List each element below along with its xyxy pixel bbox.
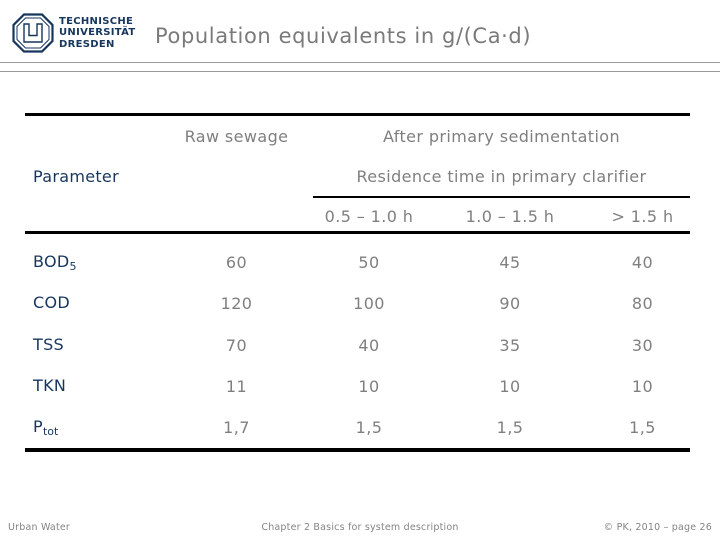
value-range-1: 40 — [358, 335, 380, 355]
table-row-tkn: TKN 11 10 10 10 — [25, 366, 690, 407]
value-range-1: 10 — [358, 376, 380, 396]
spacer-cell — [160, 226, 313, 231]
table-subgroup-header-row: Parameter Residence time in primary clar… — [25, 156, 690, 196]
table-range-header-row: 0.5 – 1.0 h 1.0 – 1.5 h > 1.5 h — [25, 198, 690, 231]
column-header-range-1: 0.5 – 1.0 h — [324, 207, 414, 226]
column-header-raw-sewage: Raw sewage — [184, 126, 289, 146]
column-header-range-2: 1.0 – 1.5 h — [465, 207, 555, 226]
value-raw: 120 — [220, 294, 253, 314]
value-range-3: 40 — [631, 253, 654, 273]
population-equivalents-table: Raw sewage After primary sedimentation P… — [25, 113, 690, 452]
slide-footer: Urban Water Chapter 2 Basics for system … — [0, 522, 720, 536]
value-range-2: 90 — [499, 294, 521, 314]
tu-dresden-octagon-icon — [12, 13, 54, 53]
value-range-1: 100 — [353, 294, 385, 314]
column-header-range-3: > 1.5 h — [611, 207, 674, 226]
table-row-bod5: BOD5 60 50 45 40 — [25, 242, 690, 283]
footer-course-name: Urban Water — [8, 522, 71, 533]
table-header-rule — [25, 231, 690, 234]
header-divider-bottom — [0, 71, 720, 72]
value-range-3: 30 — [631, 335, 654, 355]
value-range-3: 80 — [631, 294, 654, 314]
table-group-header-row: Raw sewage After primary sedimentation — [25, 116, 690, 156]
value-range-2: 10 — [499, 376, 521, 396]
table-top-rule — [25, 113, 690, 116]
row-label: Ptot — [33, 416, 59, 438]
row-label: TSS — [33, 334, 64, 354]
value-raw: 60 — [225, 253, 248, 273]
footer-page-info: © PK, 2010 – page 26 — [603, 522, 712, 533]
value-raw: 1,7 — [223, 417, 250, 437]
value-range-3: 1,5 — [629, 417, 656, 437]
header-divider-top — [0, 62, 720, 63]
table-body: BOD5 60 50 45 40 COD 120 100 90 80 TSS 7… — [25, 234, 690, 448]
table-bottom-rule — [25, 448, 690, 452]
row-label: TKN — [33, 375, 67, 395]
table-row-ptot: Ptot 1,7 1,5 1,5 1,5 — [25, 407, 690, 448]
logo-line-1: TECHNISCHE — [59, 16, 134, 27]
row-label: BOD5 — [33, 252, 77, 274]
value-raw: 70 — [225, 335, 248, 355]
value-range-2: 45 — [499, 253, 521, 273]
residence-time-rule — [25, 196, 690, 198]
logo-line-2: UNIVERSITÄT — [59, 27, 136, 39]
logo-line-3: DRESDEN — [59, 38, 115, 50]
logo-wordmark: TECHNISCHE UNIVERSITÄT DRESDEN — [59, 16, 136, 50]
footer-chapter-name: Chapter 2 Basics for system description — [261, 522, 459, 533]
column-header-residence-time: Residence time in primary clarifier — [356, 166, 647, 186]
table-row-tss: TSS 70 40 35 30 — [25, 324, 690, 365]
value-range-1: 1,5 — [355, 417, 383, 437]
spacer-cell — [25, 226, 160, 231]
value-range-3: 10 — [631, 376, 654, 396]
page-title: Population equivalents in g/(Ca·d) — [155, 24, 532, 48]
row-label: COD — [33, 293, 70, 313]
table-row-cod: COD 120 100 90 80 — [25, 283, 690, 324]
tu-dresden-logo: TECHNISCHE UNIVERSITÄT DRESDEN — [12, 13, 136, 53]
value-raw: 11 — [225, 376, 248, 396]
value-range-2: 35 — [499, 335, 521, 355]
column-header-after-sedimentation: After primary sedimentation — [382, 126, 621, 146]
column-header-parameter: Parameter — [33, 166, 119, 186]
value-range-2: 1,5 — [496, 417, 524, 437]
value-range-1: 50 — [358, 253, 380, 273]
